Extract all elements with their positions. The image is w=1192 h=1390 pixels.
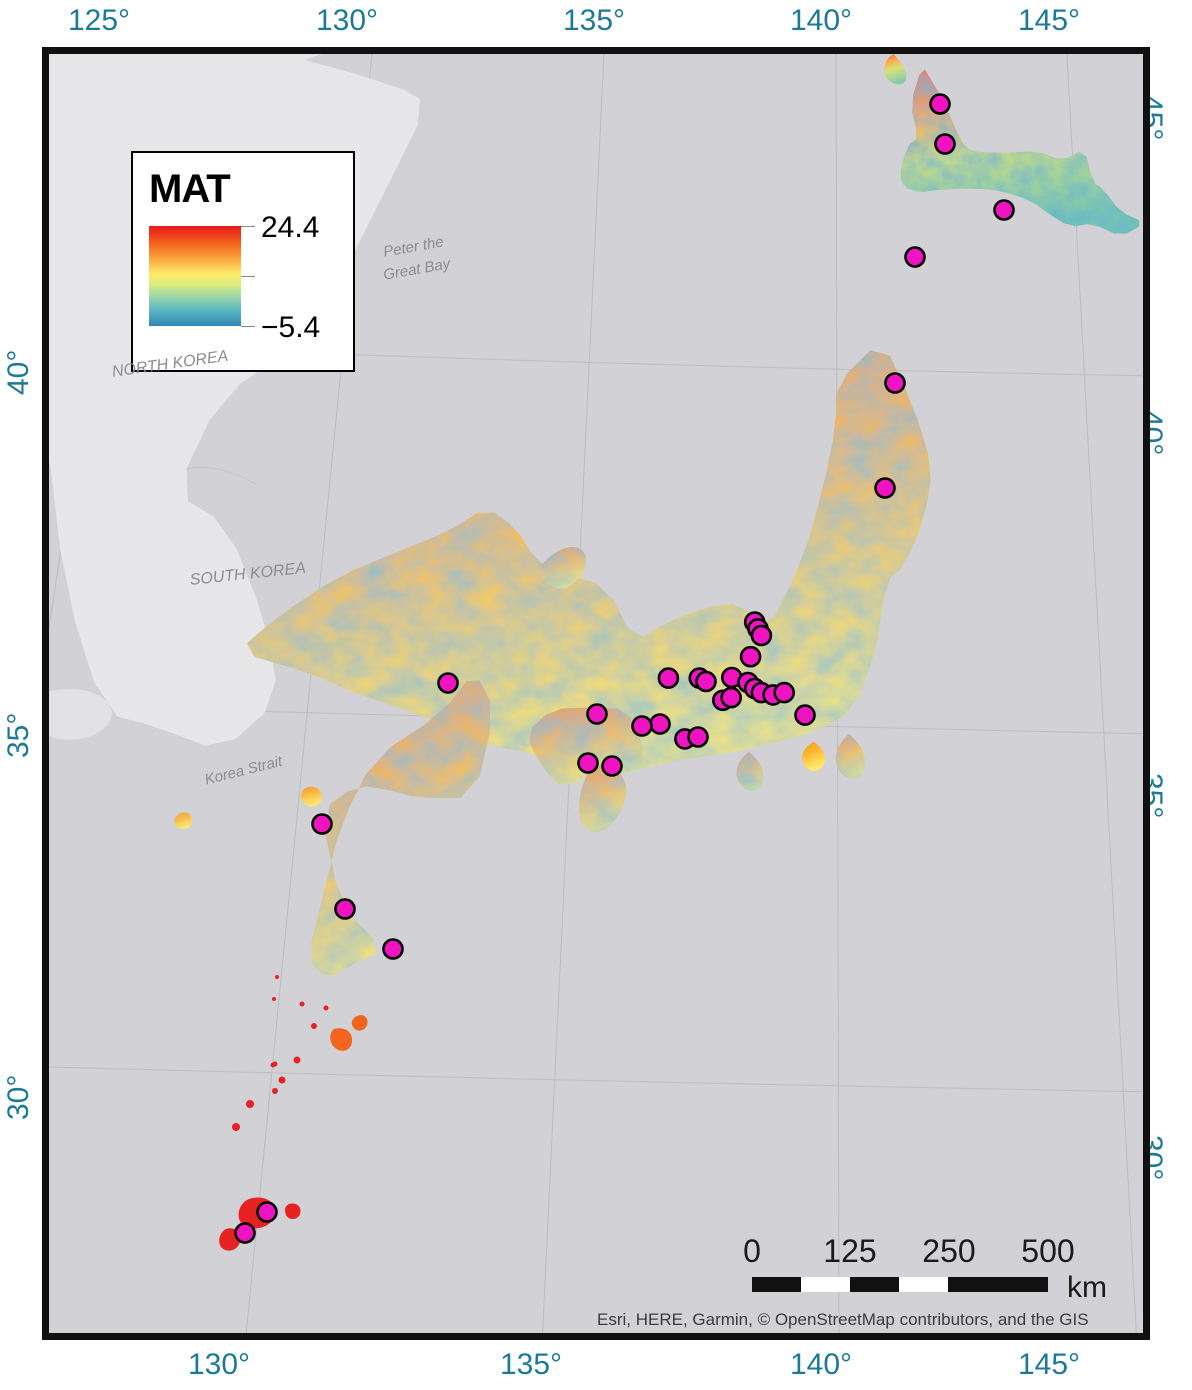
- svg-text:500: 500: [1021, 1233, 1074, 1269]
- svg-text:0: 0: [743, 1233, 761, 1269]
- svg-text:250: 250: [922, 1233, 975, 1269]
- svg-text:125: 125: [823, 1233, 876, 1269]
- svg-text:km: km: [1067, 1271, 1107, 1304]
